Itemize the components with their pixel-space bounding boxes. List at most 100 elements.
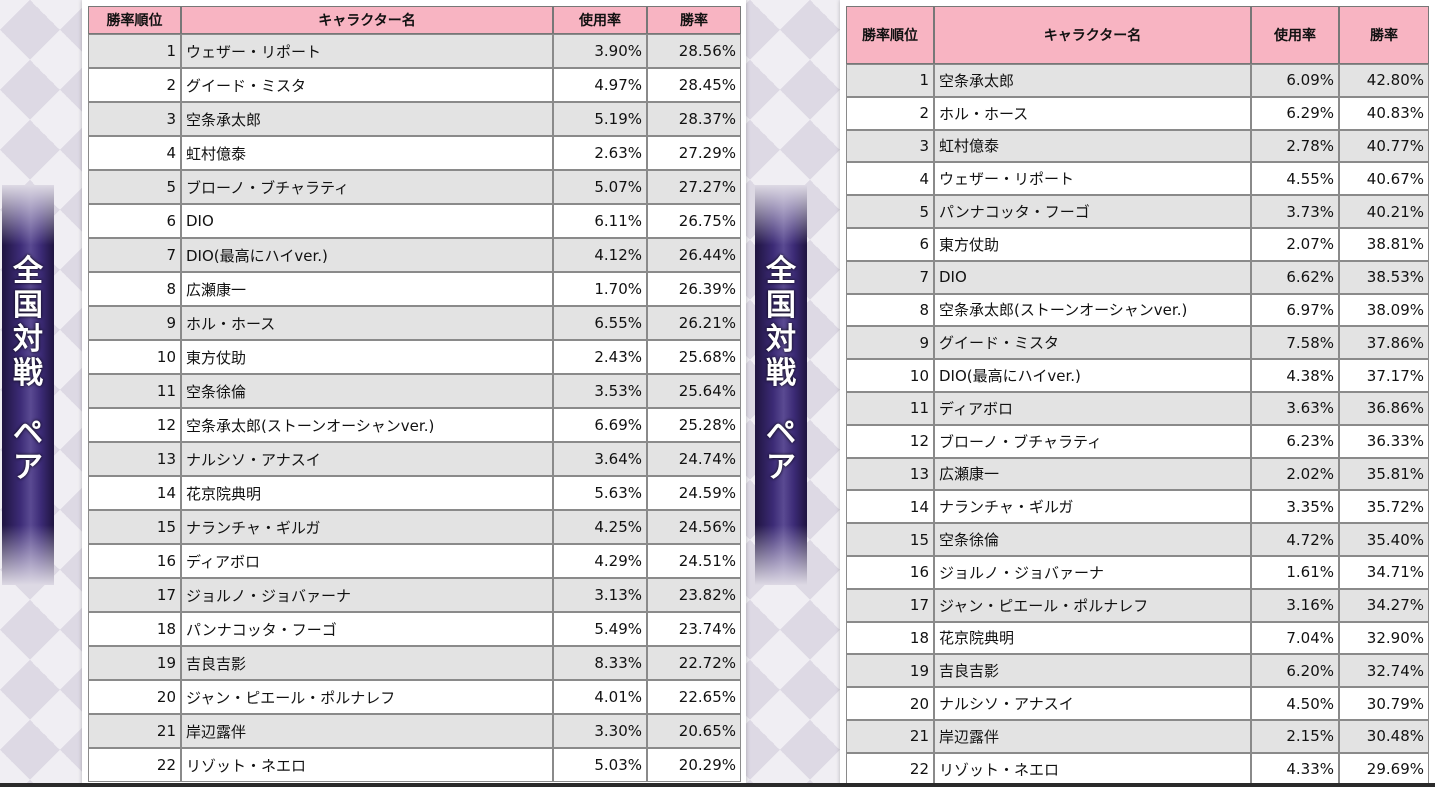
cell-rank: 8 — [88, 272, 181, 306]
bottom-edge-bar — [0, 783, 1435, 787]
table-row: 5 パンナコッタ・フーゴ 3.73% 40.21% — [846, 195, 1429, 228]
cell-win-rate: 23.82% — [647, 578, 741, 612]
table-row: 9 ホル・ホース 6.55% 26.21% — [88, 306, 741, 340]
cell-win-rate: 23.74% — [647, 612, 741, 646]
cell-character-name: 東方仗助 — [181, 340, 553, 374]
table-row: 17 ジャン・ピエール・ポルナレフ 3.16% 34.27% — [846, 588, 1429, 622]
cell-rank: 20 — [846, 687, 934, 720]
cell-character-name: DIO — [181, 204, 553, 238]
cell-usage-rate: 6.11% — [553, 204, 647, 238]
header-rank: 勝率順位 — [88, 6, 181, 34]
table-row: 15 空条徐倫 4.72% 35.40% — [846, 523, 1429, 556]
banner-left-nationwide-pair: 全国対戦ペア — [2, 185, 54, 585]
cell-character-name: 虹村億泰 — [934, 129, 1251, 163]
cell-usage-rate: 5.03% — [553, 748, 647, 782]
cell-character-name: ディアボロ — [934, 391, 1251, 425]
cell-win-rate: 24.74% — [647, 442, 741, 476]
table-row: 15 ナランチャ・ギルガ 4.25% 24.56% — [88, 510, 741, 544]
cell-rank: 20 — [88, 680, 181, 714]
banner-char: ア — [13, 450, 43, 485]
banner-char: ア — [766, 450, 796, 485]
cell-win-rate: 25.64% — [647, 374, 741, 408]
table-row: 14 花京院典明 5.63% 24.59% — [88, 476, 741, 510]
cell-usage-rate: 6.20% — [1251, 654, 1339, 688]
cell-win-rate: 36.86% — [1339, 391, 1429, 425]
cell-rank: 12 — [846, 424, 934, 458]
cell-usage-rate: 3.35% — [1251, 490, 1339, 524]
cell-rank: 9 — [846, 326, 934, 360]
banner-char: 全 — [766, 254, 796, 289]
banner-right-nationwide-pair: 全国対戦ペア — [755, 185, 807, 585]
table-row: 13 広瀬康一 2.02% 35.81% — [846, 457, 1429, 491]
table-row: 11 ディアボロ 3.63% 36.86% — [846, 391, 1429, 425]
cell-rank: 3 — [846, 129, 934, 163]
cell-usage-rate: 4.72% — [1251, 523, 1339, 556]
table-row: 19 吉良吉影 8.33% 22.72% — [88, 646, 741, 680]
cell-rank: 13 — [846, 457, 934, 491]
table-row: 18 花京院典明 7.04% 32.90% — [846, 621, 1429, 655]
table-row: 8 広瀬康一 1.70% 26.39% — [88, 272, 741, 306]
cell-rank: 8 — [846, 293, 934, 327]
cell-win-rate: 38.81% — [1339, 227, 1429, 261]
cell-usage-rate: 3.30% — [553, 714, 647, 748]
cell-character-name: パンナコッタ・フーゴ — [181, 612, 553, 646]
cell-usage-rate: 5.19% — [553, 102, 647, 136]
cell-win-rate: 40.67% — [1339, 162, 1429, 196]
cell-rank: 15 — [88, 510, 181, 544]
cell-character-name: 広瀬康一 — [181, 272, 553, 306]
cell-character-name: 吉良吉影 — [934, 654, 1251, 688]
cell-rank: 2 — [88, 68, 181, 102]
cell-usage-rate: 3.64% — [553, 442, 647, 476]
cell-character-name: 空条承太郎 — [181, 102, 553, 136]
cell-usage-rate: 7.04% — [1251, 621, 1339, 655]
cell-rank: 1 — [846, 64, 934, 97]
cell-usage-rate: 8.33% — [553, 646, 647, 680]
cell-rank: 4 — [846, 162, 934, 196]
table-row: 3 空条承太郎 5.19% 28.37% — [88, 102, 741, 136]
cell-usage-rate: 6.62% — [1251, 260, 1339, 294]
cell-character-name: DIO(最高にハイver.) — [181, 238, 553, 272]
cell-win-rate: 27.27% — [647, 170, 741, 204]
cell-win-rate: 26.39% — [647, 272, 741, 306]
header-character-name: キャラクター名 — [934, 6, 1251, 64]
cell-usage-rate: 5.63% — [553, 476, 647, 510]
cell-character-name: DIO(最高にハイver.) — [934, 359, 1251, 392]
banner-char: 戦 — [766, 356, 796, 391]
cell-character-name: ウェザー・リポート — [934, 162, 1251, 196]
cell-usage-rate: 6.29% — [1251, 96, 1339, 130]
cell-win-rate: 28.45% — [647, 68, 741, 102]
header-usage-rate: 使用率 — [553, 6, 647, 34]
cell-character-name: ナランチャ・ギルガ — [181, 510, 553, 544]
table-row: 20 ナルシソ・アナスイ 4.50% 30.79% — [846, 687, 1429, 720]
cell-character-name: ナランチャ・ギルガ — [934, 490, 1251, 524]
cell-rank: 10 — [88, 340, 181, 374]
cell-character-name: 岸辺露伴 — [181, 714, 553, 748]
cell-character-name: ホル・ホース — [934, 96, 1251, 130]
cell-win-rate: 26.44% — [647, 238, 741, 272]
cell-win-rate: 42.80% — [1339, 64, 1429, 97]
banner-char: ペ — [13, 416, 43, 451]
table-row: 7 DIO 6.62% 38.53% — [846, 260, 1429, 294]
cell-win-rate: 37.17% — [1339, 359, 1429, 392]
cell-character-name: ホル・ホース — [181, 306, 553, 340]
table-row: 12 ブローノ・ブチャラティ 6.23% 36.33% — [846, 424, 1429, 458]
cell-rank: 11 — [846, 391, 934, 425]
cell-win-rate: 34.71% — [1339, 555, 1429, 589]
table-header-row: 勝率順位 キャラクター名 使用率 勝率 — [846, 6, 1429, 64]
cell-win-rate: 30.48% — [1339, 719, 1429, 753]
cell-usage-rate: 5.49% — [553, 612, 647, 646]
cell-rank: 21 — [88, 714, 181, 748]
banner-char: ペ — [766, 416, 796, 451]
table-row: 2 グイード・ミスタ 4.97% 28.45% — [88, 68, 741, 102]
cell-character-name: グイード・ミスタ — [181, 68, 553, 102]
cell-win-rate: 35.81% — [1339, 457, 1429, 491]
cell-character-name: 空条承太郎 — [934, 64, 1251, 97]
cell-rank: 21 — [846, 719, 934, 753]
table-row: 16 ジョルノ・ジョバァーナ 1.61% 34.71% — [846, 555, 1429, 589]
cell-character-name: 花京院典明 — [181, 476, 553, 510]
table-row: 6 東方仗助 2.07% 38.81% — [846, 227, 1429, 261]
cell-character-name: グイード・ミスタ — [934, 326, 1251, 360]
banner-char: 対 — [13, 322, 43, 357]
table-row: 19 吉良吉影 6.20% 32.74% — [846, 654, 1429, 688]
table-row: 7 DIO(最高にハイver.) 4.12% 26.44% — [88, 238, 741, 272]
